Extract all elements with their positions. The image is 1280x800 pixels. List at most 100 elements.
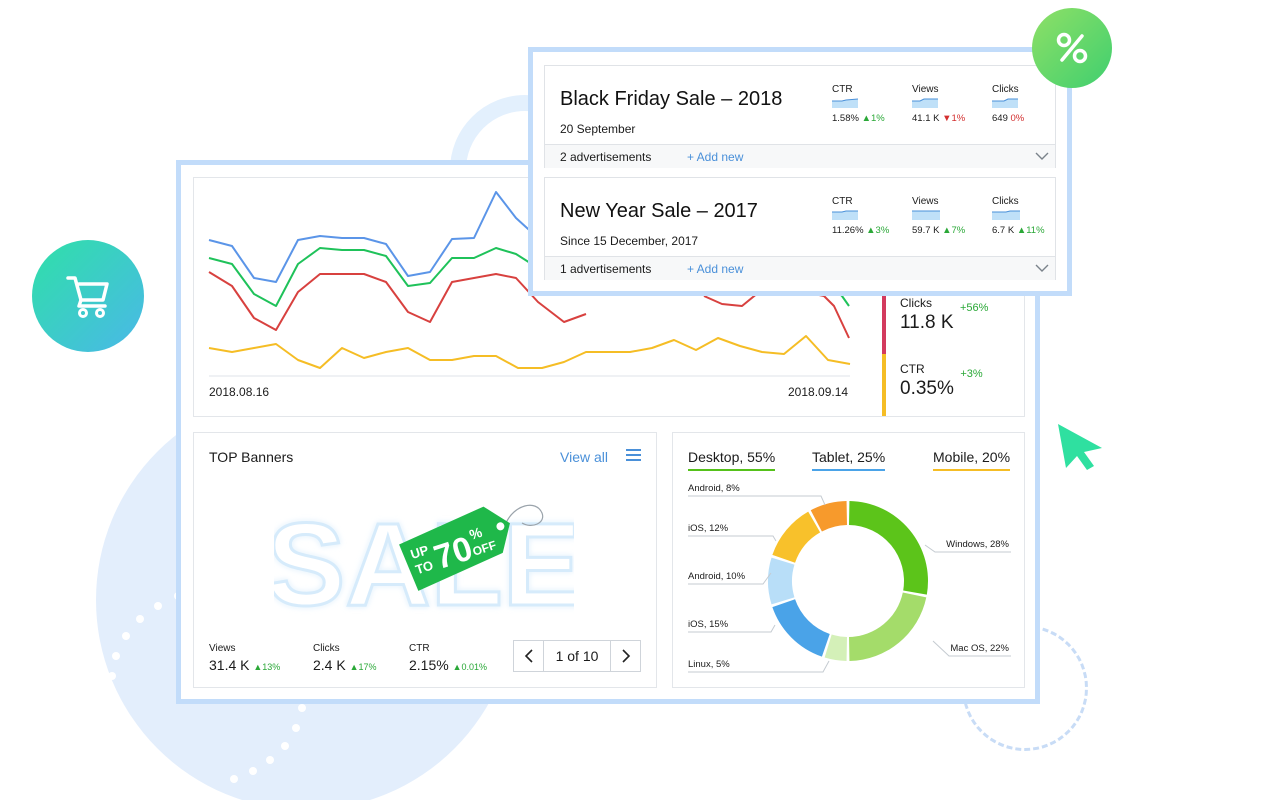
donut-leader-line	[688, 660, 830, 673]
metric-clicks-label: Clicks	[900, 296, 932, 310]
campaign-stat-label: CTR	[832, 196, 853, 207]
tab-mobile[interactable]: Mobile, 20%	[933, 449, 1011, 471]
campaign-stat-delta: ▲1%	[861, 113, 885, 124]
campaign-footer: 1 advertisements + Add new	[545, 256, 1055, 280]
banner-stat-clicks: Clicks 2.4 K ▲17%	[313, 643, 377, 673]
hamburger-menu-icon[interactable]	[626, 449, 641, 463]
campaign-stat-delta: ▲11%	[1016, 225, 1045, 236]
campaign-stat-label: Clicks	[992, 196, 1019, 207]
campaign-stat-value: 59.7 K	[912, 225, 940, 236]
donut-slice-windows-28[interactable]	[849, 501, 928, 595]
chevron-left-icon	[524, 649, 533, 663]
campaign-stat-value: 6.7 K	[992, 225, 1015, 236]
campaign-stat-delta: ▼1%	[942, 113, 966, 124]
trend-line-yellow	[208, 335, 851, 369]
sale-banner-image[interactable]: SALE UP TO 70 % OFF	[274, 495, 574, 616]
tag-to: TO	[413, 557, 435, 577]
metric-clicks[interactable]: Clicks 11.8 K +56%	[882, 296, 1022, 354]
shopping-cart-icon	[66, 276, 109, 318]
donut-slice-ios-12[interactable]	[772, 511, 821, 563]
campaign-stat-value: 649	[992, 113, 1008, 124]
percent-badge	[1032, 8, 1112, 88]
donut-leader-line	[688, 495, 826, 506]
donut-slice-ios-15[interactable]	[772, 599, 830, 657]
donut-slice-mac-os-22[interactable]	[849, 592, 927, 661]
campaign-stat-label: Views	[912, 196, 939, 207]
banner-stat-ctr-label: CTR	[409, 643, 430, 654]
cart-badge	[32, 240, 144, 352]
banner-stat-clicks-label: Clicks	[313, 643, 340, 654]
top-banners-title: TOP Banners	[209, 449, 294, 465]
add-new-link[interactable]: + Add new	[687, 262, 744, 276]
add-new-link[interactable]: + Add new	[687, 150, 744, 164]
prev-page-button[interactable]	[514, 641, 544, 671]
top-banners-card: TOP Banners View all SALE UP TO 70 % OFF	[193, 432, 657, 688]
metric-ctr[interactable]: CTR 0.35% +3%	[882, 354, 1022, 416]
pager-text: 1 of 10	[555, 648, 599, 664]
sparkline	[992, 98, 1018, 108]
banner-stat-views: Views 31.4 K ▲13%	[209, 643, 280, 673]
donut-slice-android-10[interactable]	[768, 557, 795, 605]
chart-end-date: 2018.09.14	[788, 385, 849, 399]
metric-ctr-label: CTR	[900, 362, 925, 376]
donut-slice-linux-5[interactable]	[824, 634, 847, 661]
campaign-stat-delta: 0%	[1010, 113, 1025, 124]
campaign-stat-value: 11.26%	[832, 225, 864, 236]
os-label-windows: Windows, 28%	[946, 539, 1009, 550]
trend-line-blue	[208, 191, 539, 283]
metric-clicks-delta: +56%	[959, 302, 989, 314]
campaign-stat-delta: ▲3%	[866, 225, 890, 236]
sparkline	[912, 210, 940, 220]
discount-tag: UP TO 70 % OFF	[399, 506, 510, 591]
next-page-button[interactable]	[610, 641, 640, 671]
os-label-android-10: Android, 10%	[688, 571, 746, 582]
campaign-stat-value: 41.1 K	[912, 113, 940, 124]
trend-line-red	[208, 271, 587, 331]
campaign-stat-ctr: CTR 1.58% ▲1%	[832, 84, 892, 124]
sparkline	[832, 98, 858, 108]
tab-desktop[interactable]: Desktop, 55%	[688, 449, 776, 471]
campaign-card-black-friday[interactable]: Black Friday Sale – 2018 20 September CT…	[544, 65, 1056, 168]
metric-ctr-delta: +3%	[960, 368, 983, 380]
campaign-date: 20 September	[560, 122, 636, 136]
campaign-stat-label: Clicks	[992, 84, 1019, 95]
campaign-card-new-year[interactable]: New Year Sale – 2017 Since 15 December, …	[544, 177, 1056, 280]
os-label-linux: Linux, 5%	[688, 659, 730, 670]
campaign-stat-label: CTR	[832, 84, 853, 95]
donut-slice-android-8[interactable]	[810, 501, 847, 532]
campaign-stat-label: Views	[912, 84, 939, 95]
campaign-stat-views: Views 59.7 K ▲7%	[912, 196, 972, 236]
donut-leader-line	[924, 544, 1011, 553]
banner-stat-views-value: 31.4 K	[209, 657, 250, 673]
tag-up: UP	[409, 542, 431, 562]
campaign-stat-clicks: Clicks 6.7 K ▲11%	[992, 196, 1052, 236]
chevron-down-icon[interactable]	[1035, 150, 1049, 162]
campaign-title: Black Friday Sale – 2018	[560, 88, 783, 110]
chevron-down-icon[interactable]	[1035, 262, 1049, 274]
device-breakdown-card: Desktop, 55% Tablet, 25% Mobile, 20% And…	[672, 432, 1025, 688]
campaign-title: New Year Sale – 2017	[560, 200, 758, 222]
ads-count: 2 advertisements	[560, 150, 652, 164]
donut-leader-line	[932, 640, 1011, 657]
tab-tablet[interactable]: Tablet, 25%	[812, 449, 886, 471]
trend-line-green	[208, 247, 539, 307]
tag-percent-sign: %	[467, 524, 484, 543]
chevron-right-icon	[621, 649, 630, 663]
campaign-stat-clicks: Clicks 649 0%	[992, 84, 1052, 124]
sparkline	[832, 210, 858, 220]
campaign-stat-delta: ▲7%	[942, 225, 966, 236]
campaign-stat-value: 1.58%	[832, 113, 859, 124]
os-donut-chart	[688, 495, 1011, 673]
donut-leader-line	[688, 535, 777, 542]
banner-stat-ctr-value: 2.15%	[409, 657, 449, 673]
banner-stat-clicks-delta: ▲17%	[349, 662, 377, 672]
banner-stat-ctr-delta: ▲0.01%	[452, 662, 488, 672]
campaign-stat-views: Views 41.1 K ▼1%	[912, 84, 972, 124]
os-label-ios-12: iOS, 12%	[688, 523, 729, 534]
campaign-stat-ctr: CTR 11.26% ▲3%	[832, 196, 892, 236]
campaign-footer: 2 advertisements + Add new	[545, 144, 1055, 168]
pointer-arrow-icon	[1058, 424, 1102, 470]
view-all-link[interactable]: View all	[560, 449, 608, 465]
banner-stat-clicks-value: 2.4 K	[313, 657, 346, 673]
campaign-date: Since 15 December, 2017	[560, 234, 699, 248]
